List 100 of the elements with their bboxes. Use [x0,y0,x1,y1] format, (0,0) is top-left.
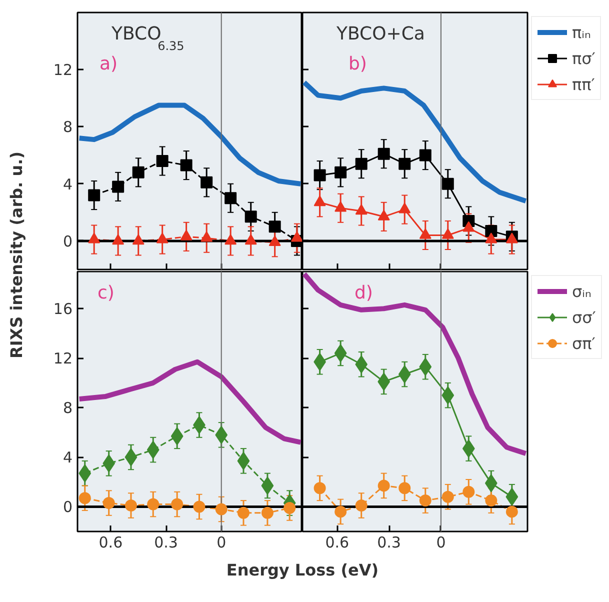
point [355,500,368,512]
point [484,474,498,492]
legend-label: σπ′ [572,334,596,352]
point [355,204,368,215]
x-axis-title: Energy Loss (eV) [226,560,379,580]
annotation: b) [348,54,367,74]
y-tick-label: 12 [53,61,73,80]
annotation: a) [100,54,118,74]
legend-label: σᵢₙ [572,282,592,300]
x-tick-label: 0 [216,534,226,552]
x-tick-label: 0 [436,534,446,552]
point [147,498,160,510]
point [180,230,192,240]
point [200,176,213,188]
annotation: c) [98,282,114,304]
point [378,480,390,492]
point [290,231,302,242]
point [237,506,250,519]
point [237,452,250,470]
point [78,464,92,482]
point [224,192,237,204]
point [419,149,432,162]
point [261,476,274,495]
point [398,365,411,384]
point [171,498,184,510]
y-tick-label: 0 [62,232,73,250]
legend-label: ππ′ [572,74,595,94]
point [132,166,144,178]
y-tick-label: 0 [62,498,73,516]
legend-label: σσ′ [572,308,596,326]
x-tick-label: 0.3 [154,534,178,552]
point [378,372,390,391]
point [398,482,411,494]
point [215,503,228,516]
point [334,506,347,518]
point [112,234,124,245]
point [419,494,432,507]
legend-label: πσ′ [572,48,596,68]
point [334,201,347,212]
point [314,196,326,206]
point [146,440,160,459]
point [200,231,213,242]
x-tick-label: 0.3 [377,534,401,552]
point [132,234,144,245]
point [485,224,498,237]
point [88,189,100,202]
point [442,178,454,190]
point [442,228,454,239]
point [334,166,347,178]
y-axis-title: RIXS intensity (arb. u.) [7,151,26,359]
point [442,386,454,404]
x-tick-label: 0.6 [325,534,350,552]
legend-label: πᵢₙ [572,22,592,42]
point [419,228,432,239]
y-tick-label: 4 [62,448,73,467]
point [314,169,326,182]
point [102,497,115,510]
point [124,448,138,466]
point [78,492,91,504]
y-tick-label: 12 [53,350,73,368]
point [112,180,124,193]
point [244,210,257,223]
x-tick-label: 0.6 [98,534,123,552]
point [485,494,498,507]
point [180,159,192,172]
point [314,482,326,494]
point [156,232,168,244]
point [462,440,475,458]
point [355,158,368,170]
y-tick-label: 16 [53,300,73,318]
point [193,500,206,513]
point [124,500,137,512]
point [102,454,116,472]
point [334,344,347,362]
point [88,232,100,244]
point [506,488,518,506]
point [284,502,296,514]
point [244,234,257,245]
y-tick-label: 8 [62,118,73,136]
point [261,506,274,519]
annotation: YBCO+Ca [336,24,425,44]
point [224,234,237,245]
point [398,158,411,170]
point [355,355,368,374]
point [398,202,411,214]
point [442,490,454,503]
point [378,148,390,160]
point [462,221,475,232]
y-tick-label: 4 [62,175,73,194]
point [378,210,390,220]
y-tick-label: 8 [62,399,73,418]
point [462,486,475,498]
point [485,232,498,244]
point [268,236,281,246]
point [215,426,228,444]
point [170,427,184,446]
annotation: d) [354,282,373,304]
point [419,358,432,376]
point [268,220,281,233]
point [506,506,518,518]
